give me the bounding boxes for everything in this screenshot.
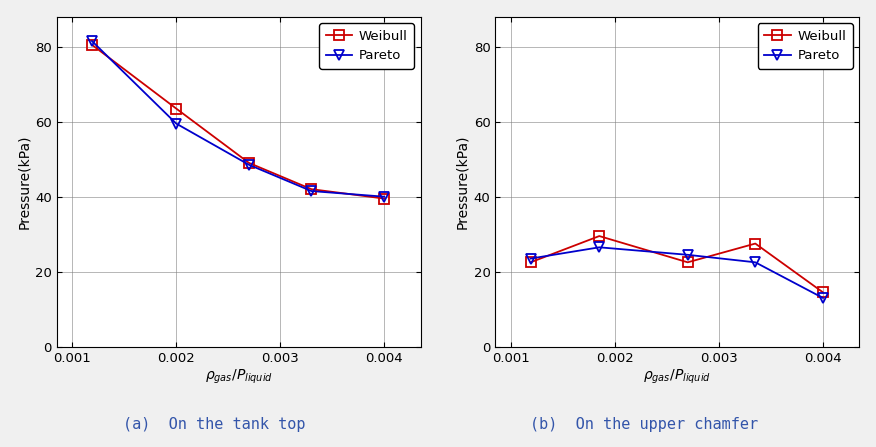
Text: (a)  On the tank top: (a) On the tank top (124, 417, 306, 432)
Y-axis label: Pressure(kPa): Pressure(kPa) (456, 135, 470, 229)
Line: Weibull: Weibull (526, 232, 828, 297)
Weibull (594, 233, 604, 239)
Pareto (526, 256, 536, 261)
Line: Weibull: Weibull (88, 40, 389, 203)
Pareto (307, 188, 317, 194)
X-axis label: $\rho_{gas}/P_{liquid}$: $\rho_{gas}/P_{liquid}$ (643, 367, 711, 386)
Legend: Weibull, Pareto: Weibull, Pareto (319, 23, 414, 69)
Pareto (817, 295, 828, 301)
Pareto (171, 121, 181, 126)
Pareto (87, 38, 97, 44)
Weibull (817, 290, 828, 295)
Legend: Weibull, Pareto: Weibull, Pareto (758, 23, 852, 69)
Pareto (594, 245, 604, 250)
Y-axis label: Pressure(kPa): Pressure(kPa) (17, 135, 31, 229)
Pareto (379, 194, 390, 199)
Weibull (244, 160, 254, 165)
Weibull (171, 106, 181, 111)
Pareto (750, 260, 760, 265)
Weibull (379, 196, 390, 201)
Pareto (682, 252, 693, 257)
Weibull (682, 260, 693, 265)
Line: Pareto: Pareto (526, 243, 828, 303)
Weibull (750, 241, 760, 246)
Weibull (526, 260, 536, 265)
Text: (b)  On the upper chamfer: (b) On the upper chamfer (530, 417, 758, 432)
Line: Pareto: Pareto (88, 37, 389, 201)
Weibull (307, 186, 317, 192)
X-axis label: $\rho_{gas}/P_{liquid}$: $\rho_{gas}/P_{liquid}$ (205, 367, 272, 386)
Weibull (87, 42, 97, 47)
Pareto (244, 162, 254, 168)
